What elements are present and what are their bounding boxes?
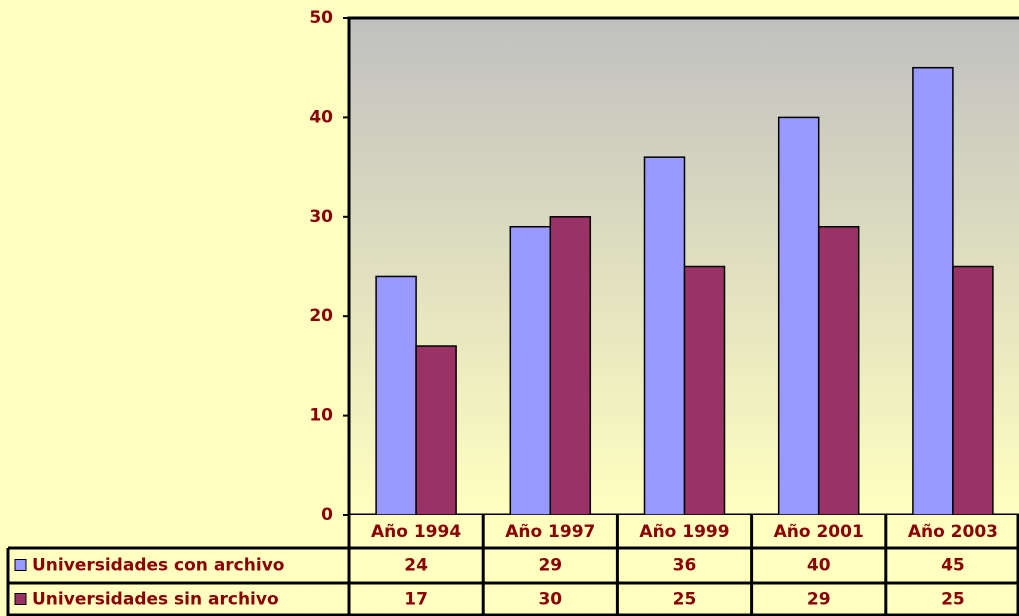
- y-tick-label: 50: [309, 8, 333, 28]
- table-value: 17: [404, 590, 428, 610]
- legend-swatch: [14, 593, 27, 605]
- y-tick-label: 0: [321, 505, 333, 525]
- x-tick-label: Año 1994: [371, 522, 461, 542]
- table-value: 30: [538, 590, 562, 610]
- bar: [777, 116, 820, 516]
- y-tick-label: 40: [309, 107, 333, 127]
- y-tick-label: 30: [309, 207, 333, 227]
- x-tick-label: Año 1999: [639, 522, 729, 542]
- bar: [375, 275, 417, 516]
- table-value: 24: [404, 556, 428, 576]
- table-value: 45: [941, 556, 965, 576]
- bar: [817, 225, 860, 516]
- table-value: 36: [673, 556, 697, 576]
- y-tick-label: 20: [309, 306, 333, 326]
- x-tick-label: Año 1997: [505, 522, 595, 542]
- bar: [643, 156, 686, 516]
- table-bg: [349, 515, 1019, 616]
- table-value: 25: [941, 590, 965, 610]
- table-value: 29: [538, 556, 562, 576]
- bar: [683, 265, 726, 516]
- y-tick-label: 10: [309, 406, 333, 426]
- legend-label: Universidades sin archivo: [32, 590, 279, 610]
- x-tick-label: Año 2001: [774, 522, 864, 542]
- legend-label: Universidades con archivo: [32, 556, 284, 576]
- table-value: 29: [807, 590, 831, 610]
- bar: [912, 66, 954, 516]
- bar: [415, 345, 457, 516]
- table-value: 40: [807, 556, 831, 576]
- bar: [549, 216, 592, 516]
- bar: [952, 265, 994, 516]
- bar: [509, 225, 552, 516]
- legend-swatch: [14, 559, 27, 571]
- table-value: 25: [673, 590, 697, 610]
- x-tick-label: Año 2003: [908, 522, 998, 542]
